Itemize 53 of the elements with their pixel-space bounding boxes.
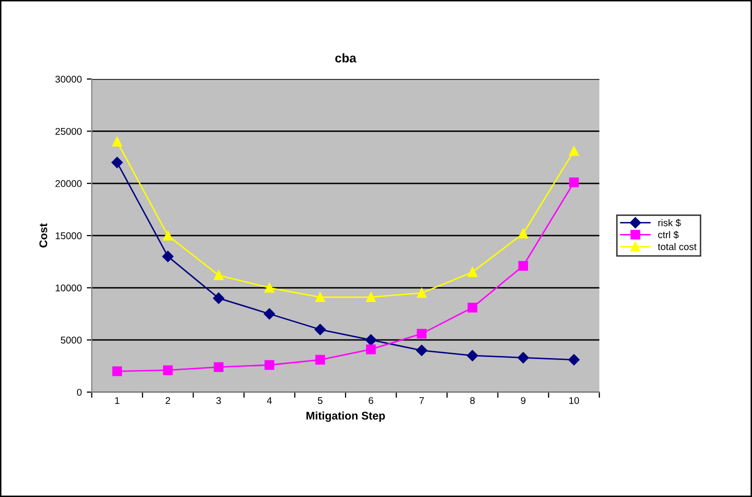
point bbox=[112, 136, 122, 147]
x-tick-label: 4 bbox=[266, 397, 272, 404]
x-tick-label: 2 bbox=[166, 397, 170, 404]
y-tick-label: 25000 bbox=[55, 128, 82, 135]
point bbox=[214, 362, 224, 372]
point bbox=[569, 177, 579, 188]
point bbox=[366, 292, 376, 302]
x-tick-label: 8 bbox=[470, 397, 475, 404]
x-tick-label: 7 bbox=[419, 397, 424, 404]
x-tick-label: 6 bbox=[368, 397, 374, 404]
point bbox=[468, 267, 478, 277]
y-tick-label: 5000 bbox=[60, 336, 82, 344]
y-axis-title: Cost bbox=[39, 223, 48, 248]
point bbox=[518, 352, 529, 364]
y-tick-label: 30000 bbox=[55, 76, 82, 83]
point bbox=[162, 250, 174, 262]
point bbox=[264, 308, 276, 320]
point bbox=[568, 354, 580, 366]
y-tick-label: 20000 bbox=[55, 180, 82, 188]
point bbox=[315, 292, 326, 302]
x-axis-title: Mitigation Step bbox=[306, 411, 385, 422]
point bbox=[416, 328, 427, 339]
point bbox=[416, 344, 428, 356]
point bbox=[163, 230, 173, 240]
x-tick-label: 5 bbox=[318, 397, 322, 404]
point bbox=[264, 360, 274, 370]
point bbox=[468, 302, 478, 312]
x-tick-label: 10 bbox=[569, 397, 579, 404]
legend-label: total cost bbox=[658, 243, 697, 250]
point bbox=[518, 228, 528, 238]
point bbox=[264, 282, 274, 293]
x-tick-label: 3 bbox=[216, 397, 221, 404]
point bbox=[214, 270, 224, 280]
y-tick-label: 10000 bbox=[56, 284, 82, 292]
point bbox=[163, 365, 173, 376]
y-tick-label: 0 bbox=[76, 388, 82, 396]
x-tick-label: 9 bbox=[520, 397, 526, 404]
legend-label: risk $ bbox=[658, 218, 681, 227]
point bbox=[416, 288, 427, 298]
point bbox=[366, 344, 376, 354]
point bbox=[466, 350, 478, 362]
x-tick-label: 1 bbox=[115, 397, 120, 404]
chart-title: cba bbox=[335, 53, 356, 62]
point bbox=[112, 366, 122, 376]
point bbox=[213, 292, 224, 304]
point bbox=[569, 146, 579, 156]
y-tick-label: 15000 bbox=[56, 232, 82, 240]
point bbox=[112, 156, 123, 168]
point bbox=[518, 260, 528, 271]
point bbox=[365, 334, 377, 346]
point bbox=[314, 324, 326, 336]
legend-label: ctrl $ bbox=[658, 230, 679, 239]
point bbox=[315, 354, 326, 365]
